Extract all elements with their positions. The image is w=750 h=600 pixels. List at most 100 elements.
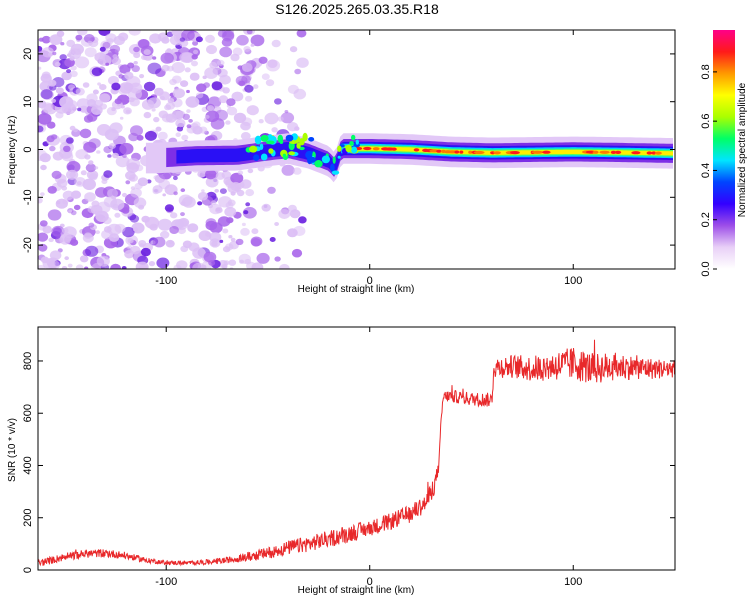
spectrogram-noise-blob: [226, 98, 236, 106]
spectrogram-noise-blob: [289, 209, 301, 219]
spectrogram-noise-blob: [160, 52, 174, 64]
spectrogram-noise-blob: [261, 203, 271, 212]
spectrogram-noise-blob: [112, 152, 119, 159]
colorbar-tick-label: 0.4: [700, 163, 712, 178]
spectrogram-noise-blob: [227, 199, 236, 207]
snr-axes: -100 0 100 0 200 400 600 800: [22, 327, 675, 588]
spectrogram-noise-blob: [95, 187, 108, 198]
spectrogram-noise-blob: [125, 180, 131, 185]
spectrogram-noise-blob: [95, 230, 100, 235]
spectrogram-noise-blob: [109, 44, 121, 54]
spectrogram-noise-blob: [211, 241, 218, 247]
spectrogram-noise-blob: [119, 142, 134, 155]
spectrogram-noise-blob: [166, 65, 174, 72]
spectrogram-noise-blob: [264, 112, 279, 125]
spectrogram-noise-blob: [38, 100, 47, 109]
spectrogram-noise-blob: [172, 75, 182, 84]
spectrogram-noise-blob: [114, 98, 123, 105]
spectrogram-noise-blob: [261, 73, 270, 80]
spectrogram-hotspot: [413, 148, 420, 152]
spectrogram-hotspot: [459, 150, 464, 154]
spectrogram-noise-blob: [189, 72, 200, 81]
spectrogram-noise-blob: [143, 111, 152, 119]
spectrogram-noise-blob: [224, 206, 237, 217]
spectrogram-noise-blob: [241, 222, 246, 227]
spectrogram-noise-blob: [147, 97, 161, 109]
spectrogram-noise-blob: [48, 237, 54, 243]
spectrogram-noise-blob: [172, 88, 185, 99]
snr-series-line: [38, 339, 675, 567]
spectrogram-hotspot: [454, 150, 460, 154]
spectrogram-cluster: [331, 170, 340, 175]
spectrogram-noise-blob: [184, 67, 191, 73]
spectrogram-noise-blob: [292, 167, 302, 175]
spectrogram-hotspot: [531, 150, 544, 154]
spectrogram-noise-blob: [245, 202, 251, 207]
spectrogram-noise-blob: [169, 35, 183, 46]
spectrogram-noise-blob: [84, 192, 96, 202]
colorbar-tick-label: 0.0: [700, 261, 712, 276]
spectrogram-cluster: [260, 153, 268, 161]
spectrogram-noise-blob: [127, 62, 135, 69]
spectrogram-noise-blob: [156, 257, 170, 269]
spectrogram-noise-blob: [70, 190, 82, 199]
spectrogram-cluster: [257, 138, 261, 144]
spectrogram-hotspot: [654, 151, 662, 155]
spectrogram-noise-blob: [293, 225, 306, 237]
spectrogram-noise-blob: [138, 39, 150, 49]
spectrogram-noise-blob: [66, 161, 81, 173]
spectrogram-noise-blob: [205, 231, 212, 237]
spectrogram-noise-blob: [109, 233, 120, 242]
spectrogram-noise-blob: [129, 174, 138, 182]
spectrogram-noise-blob: [258, 119, 264, 124]
spectrogram-noise-blob: [79, 255, 89, 263]
spectrogram-noise-blob: [126, 158, 141, 170]
spectrogram-hotspot: [493, 151, 501, 155]
spectrogram-noise-blob: [245, 95, 253, 102]
spectrogram-noise-blob: [149, 33, 162, 44]
spectrogram-noise-blob: [49, 250, 62, 260]
spectrogram-noise-blob: [203, 251, 217, 263]
spectrogram-noise-blob: [281, 164, 295, 176]
spectrogram-noise-blob: [192, 40, 199, 46]
snr-ytick-label: 400: [22, 456, 34, 474]
spectrogram-noise-blob: [221, 264, 228, 269]
spectrogram-noise-blob: [205, 169, 217, 180]
spectrogram-noise-blob: [166, 31, 174, 38]
spectrogram-noise-blob: [176, 260, 188, 269]
spectrogram-noise-blob: [175, 132, 181, 137]
spectrogram-noise-blob: [242, 207, 257, 219]
colorbar-ticks: 0.0 0.2 0.4 0.6 0.8: [700, 64, 717, 277]
colorbar-gradient: [713, 30, 735, 269]
spectrogram-noise-blob: [251, 228, 259, 235]
spectrogram-noise-blob: [38, 232, 49, 242]
chart-title: S126.2025.265.03.35.R18: [275, 1, 439, 17]
spectrogram-noise-blob: [105, 62, 110, 66]
spectrogram-cluster: [299, 146, 305, 151]
spectrogram-noise-blob: [70, 70, 78, 78]
spectrogram-cluster: [289, 141, 298, 144]
spectrogram-noise-blob: [271, 127, 278, 133]
spectrogram-noise-blob: [104, 128, 119, 141]
spectrogram-xtick-label: 100: [564, 275, 582, 287]
spectrogram-noise-blob: [284, 110, 289, 114]
spectrogram-cluster: [339, 144, 345, 148]
spectrogram-hotspot: [372, 147, 380, 151]
spectrogram-noise-blob: [127, 238, 134, 244]
spectrogram-noise-blob: [191, 60, 198, 67]
spectrogram-hotspot: [610, 150, 617, 154]
spectrogram-cluster: [308, 157, 316, 161]
spectrogram-noise-blob: [62, 190, 75, 201]
spectrogram-noise-blob: [50, 134, 58, 140]
spectrogram-noise-blob: [133, 52, 141, 59]
spectrogram-noise-blob: [39, 220, 48, 227]
spectrogram-noise-blob: [197, 191, 209, 201]
spectrogram-cluster: [337, 145, 342, 152]
spectrogram-noise-blob: [244, 258, 252, 265]
snr-frame: [37, 326, 676, 571]
spectrogram-noise-blob: [291, 248, 303, 258]
spectrogram-noise-blob: [228, 259, 237, 266]
spectrogram-noise-blob: [134, 182, 143, 190]
spectrogram-noise-blob: [162, 193, 166, 197]
